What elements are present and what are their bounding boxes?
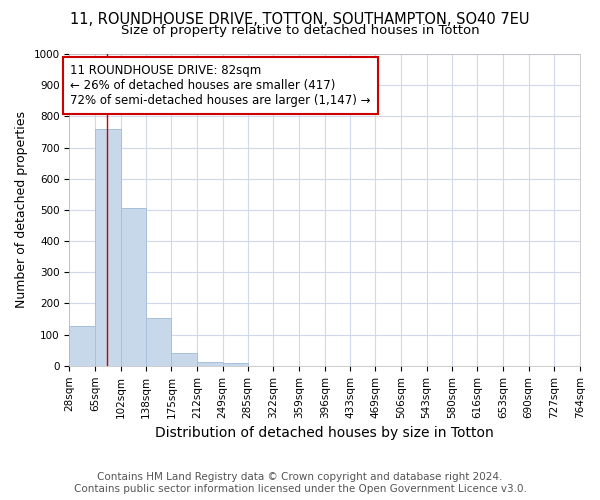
Text: Contains HM Land Registry data © Crown copyright and database right 2024.
Contai: Contains HM Land Registry data © Crown c…: [74, 472, 526, 494]
Bar: [172, 354, 197, 366]
Text: 11, ROUNDHOUSE DRIVE, TOTTON, SOUTHAMPTON, SO40 7EU: 11, ROUNDHOUSE DRIVE, TOTTON, SOUTHAMPTO…: [70, 12, 530, 28]
Bar: [197, 362, 223, 366]
Y-axis label: Number of detached properties: Number of detached properties: [15, 112, 28, 308]
Bar: [146, 318, 172, 366]
Bar: [223, 364, 248, 366]
Text: Size of property relative to detached houses in Totton: Size of property relative to detached ho…: [121, 24, 479, 37]
Text: 11 ROUNDHOUSE DRIVE: 82sqm
← 26% of detached houses are smaller (417)
72% of sem: 11 ROUNDHOUSE DRIVE: 82sqm ← 26% of deta…: [70, 64, 371, 107]
Bar: [95, 129, 121, 366]
Bar: [70, 326, 95, 366]
X-axis label: Distribution of detached houses by size in Totton: Distribution of detached houses by size …: [155, 426, 494, 440]
Bar: [121, 208, 146, 366]
